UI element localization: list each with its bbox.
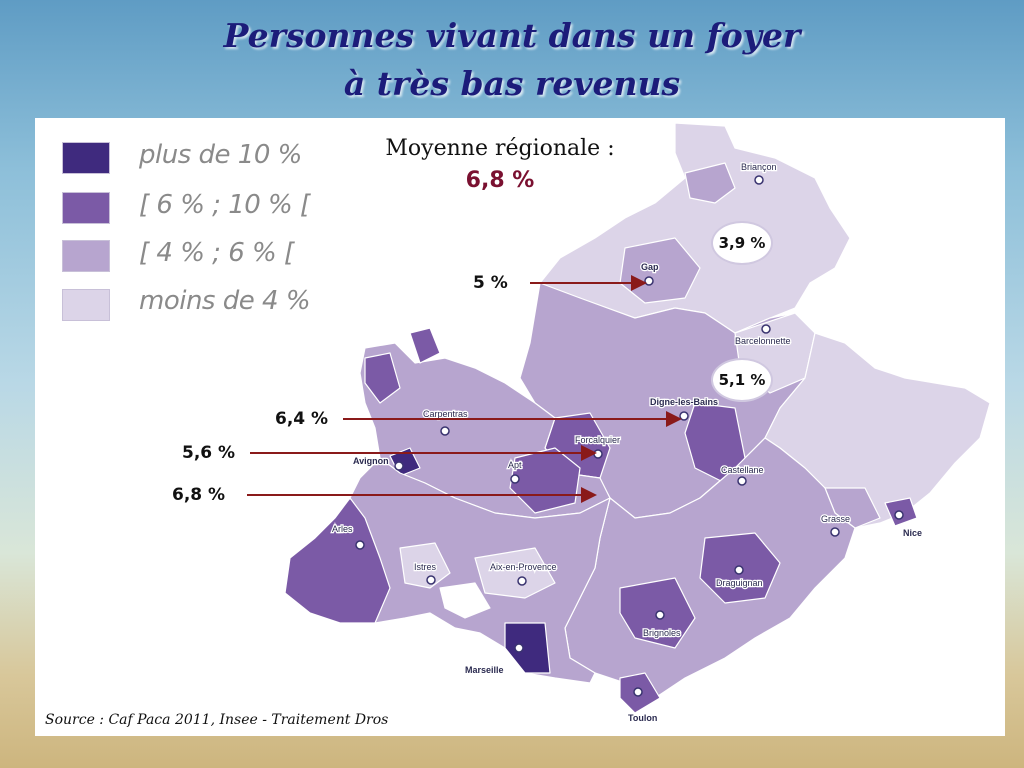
city-marker-draguignan bbox=[734, 565, 744, 575]
callout-forcalquier-value: 5,6 % bbox=[182, 443, 236, 463]
city-marker-grasse bbox=[830, 527, 840, 537]
city-marker-forcalquier bbox=[593, 449, 603, 459]
city-marker-toulon bbox=[633, 687, 643, 697]
city-marker-marseille bbox=[514, 643, 524, 653]
city-marker-castellane bbox=[737, 476, 747, 486]
city-marker-istres bbox=[426, 575, 436, 585]
city-label-avignon: Avignon bbox=[353, 456, 389, 466]
legend-swatch-6-10 bbox=[62, 192, 110, 224]
city-label-castellane: Castellane bbox=[721, 465, 764, 475]
region-vaucluse-north bbox=[409, 327, 441, 364]
city-label-forcalquier: Forcalquier bbox=[575, 435, 620, 445]
regional-average-label: Moyenne régionale : bbox=[385, 136, 615, 161]
region-aix bbox=[474, 547, 556, 599]
city-labels: Briançon Gap Barcelonnette Digne-les-Bai… bbox=[331, 161, 924, 725]
city-marker-arles bbox=[355, 540, 365, 550]
city-marker-nice bbox=[894, 510, 904, 520]
city-label-istres: Istres bbox=[414, 562, 437, 572]
legend-label-6-10: [ 6 % ; 10 % [ bbox=[139, 190, 310, 220]
regional-average-value: 6,8 % bbox=[465, 168, 535, 193]
city-marker-aix bbox=[517, 576, 527, 586]
city-label-marseille: Marseille bbox=[465, 665, 504, 675]
region-camargue bbox=[284, 497, 391, 624]
city-marker-carpentras bbox=[440, 426, 450, 436]
city-marker-barcelonnette bbox=[761, 324, 771, 334]
region-north-purple bbox=[684, 162, 736, 204]
map-panel: plus de 10 % [ 6 % ; 10 % [ [ 4 % ; 6 % … bbox=[35, 118, 1005, 736]
region-map: Briançon Gap Barcelonnette Digne-les-Bai… bbox=[247, 122, 991, 725]
city-marker-apt bbox=[510, 474, 520, 484]
city-label-arles: Arles bbox=[332, 524, 353, 534]
city-marker-digne bbox=[679, 411, 689, 421]
legend-label-over-10: plus de 10 % bbox=[139, 140, 302, 170]
city-label-nice: Nice bbox=[903, 528, 922, 538]
city-label-gap: Gap bbox=[641, 262, 659, 272]
legend-label-under-4: moins de 4 % bbox=[139, 286, 311, 316]
region-istres bbox=[399, 542, 451, 589]
legend-label-4-6: [ 4 % ; 6 % [ bbox=[139, 238, 294, 268]
callout-gap-value: 5 % bbox=[473, 273, 508, 293]
source-note: Source : Caf Paca 2011, Insee - Traiteme… bbox=[45, 712, 389, 728]
city-marker-briancon bbox=[754, 175, 764, 185]
callout-apt-value: 6,8 % bbox=[172, 485, 226, 505]
city-label-aix: Aix-en-Provence bbox=[490, 562, 557, 572]
city-marker-brignoles bbox=[655, 610, 665, 620]
page-title: Personnes vivant dans un foyer à très ba… bbox=[0, 12, 1024, 108]
city-label-toulon: Toulon bbox=[628, 713, 657, 723]
legend-swatch-4-6 bbox=[62, 240, 110, 272]
callout-arrows bbox=[247, 275, 682, 503]
city-markers bbox=[355, 175, 904, 697]
city-label-digne: Digne-les-Bains bbox=[650, 397, 718, 407]
title-line-1: Personnes vivant dans un foyer bbox=[223, 16, 801, 55]
city-marker-gap bbox=[644, 276, 654, 286]
region-etang-de-berre bbox=[439, 582, 491, 619]
city-label-grasse: Grasse bbox=[821, 514, 850, 524]
city-label-carpentras: Carpentras bbox=[423, 409, 468, 419]
legend-swatch-under-4 bbox=[62, 289, 110, 321]
region-vaucluse-nw bbox=[364, 352, 401, 404]
city-marker-avignon bbox=[394, 461, 404, 471]
city-label-barcelonnette: Barcelonnette bbox=[735, 336, 791, 346]
callout-digne-value: 6,4 % bbox=[275, 409, 329, 429]
city-label-brignoles: Brignoles bbox=[643, 628, 681, 638]
city-label-apt: Apt bbox=[508, 460, 522, 470]
title-line-2: à très bas revenus bbox=[343, 64, 681, 103]
callout-barcelonnette-badge: 5,1 % bbox=[711, 358, 773, 402]
callout-briancon-badge: 3,9 % bbox=[711, 221, 773, 265]
region-apt bbox=[509, 447, 581, 514]
city-label-draguignan: Draguignan bbox=[716, 578, 763, 588]
city-label-briancon: Briançon bbox=[741, 162, 777, 172]
region-marseille bbox=[504, 622, 551, 674]
legend-swatch-over-10 bbox=[62, 142, 110, 174]
